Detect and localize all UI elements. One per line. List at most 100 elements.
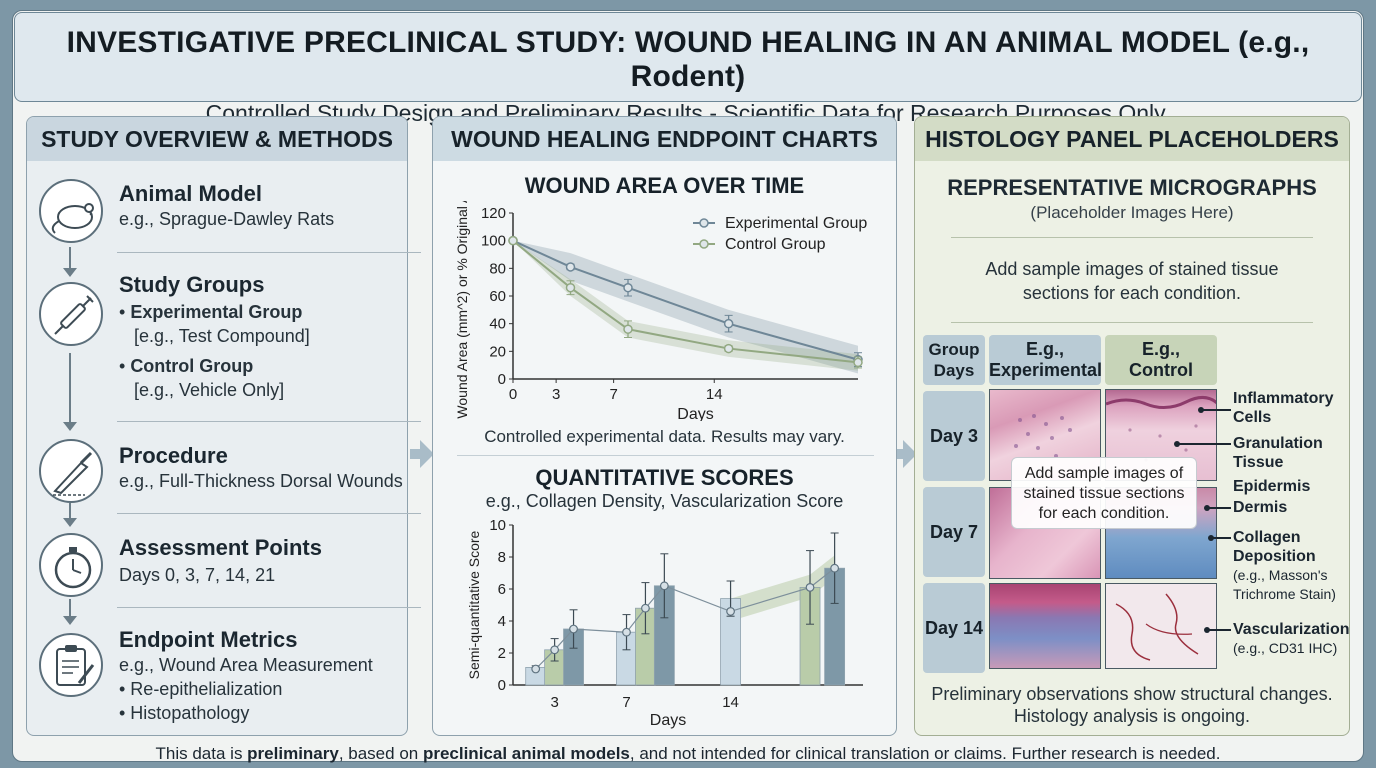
- x-tick-label: 7: [622, 694, 630, 711]
- confidence-band-0: [513, 240, 858, 374]
- pointer-line: [1208, 535, 1231, 541]
- data-point: [723, 318, 734, 329]
- chart-caption: Controlled experimental data. Results ma…: [484, 427, 845, 446]
- y-tick-label: 100: [481, 233, 506, 250]
- histology-description: Add sample images of stained tissue sect…: [915, 257, 1349, 305]
- col-label: Group: [928, 340, 980, 359]
- pointer-line: [1198, 407, 1231, 413]
- label-epidermis: Epidermis: [1233, 478, 1311, 495]
- trend-point: [550, 645, 560, 655]
- obs-line: Preliminary observations show structural…: [931, 684, 1333, 704]
- trend-point: [641, 603, 650, 613]
- y-tick-label: 40: [489, 316, 506, 333]
- y-axis-label: Semi-quantitative Score: [466, 530, 482, 679]
- trend-point: [569, 624, 578, 634]
- trend-point: [659, 581, 669, 591]
- divider: [117, 421, 421, 422]
- pointer-line: [1204, 627, 1231, 633]
- divider: [951, 322, 1313, 323]
- experimental-group-bullet: • Experimental Group: [119, 302, 303, 322]
- micrograph-exp-day14: [989, 583, 1101, 669]
- placeholder-note: (Placeholder Images Here): [1030, 203, 1234, 222]
- study-overview-panel: STUDY OVERVIEW & METHODS Animal Model e.…: [26, 116, 421, 736]
- divider: [117, 607, 421, 608]
- y-axis-label: Wound Area (mm^2) or % Original Area: [454, 201, 470, 419]
- pointer-line: [1204, 505, 1231, 511]
- syringe-icon: [39, 282, 103, 346]
- y-tick-label: 20: [489, 343, 506, 360]
- legend-label-1: Control Group: [725, 236, 826, 253]
- quantitative-scores-chart-svg: 0 2 4 6 8 10 3 7 14 Days Semi-quantitative Score: [466, 517, 863, 729]
- page-title: INVESTIGATIVE PRECLINICAL STUDY: WOUND H…: [66, 26, 1310, 93]
- step-title: Study Groups: [119, 272, 265, 297]
- divider: [457, 455, 874, 456]
- header-group-days: Group Days: [923, 335, 985, 385]
- x-tick-label: 14: [706, 386, 723, 403]
- step-title: Assessment Points: [119, 535, 322, 560]
- col-label: E.g.,: [1141, 339, 1180, 359]
- confidence-band-1: [513, 240, 858, 371]
- overlay-line: Add sample images of: [1024, 465, 1184, 482]
- y-tick-label: 0: [498, 677, 506, 694]
- y-tick-label: 120: [481, 205, 506, 222]
- pointer-line: [1174, 441, 1231, 447]
- bar-chart-subtitle: e.g., Collagen Density, Vascularization …: [485, 491, 844, 511]
- row-day-3: Day 3: [923, 391, 985, 481]
- step-text: e.g., Sprague-Dawley Rats: [119, 209, 335, 229]
- legend-marker-1: [699, 239, 709, 249]
- charts-panel: WOUND HEALING ENDPOINT CHARTS WOUND AREA…: [432, 116, 897, 736]
- divider: [951, 237, 1313, 238]
- panel-heading: HISTOLOGY PANEL PLACEHOLDERS: [915, 117, 1349, 161]
- x-tick-label: 7: [609, 386, 617, 403]
- observations-text: Preliminary observations show structural…: [915, 683, 1349, 727]
- step-title: Procedure: [119, 443, 228, 468]
- label-dermis: Dermis: [1233, 499, 1288, 516]
- data-point: [565, 282, 576, 293]
- quantitative-scores-chart: 0 2 4 6 8 10 3 7 14 Days Semi-quantitative Score: [433, 515, 898, 738]
- endpoint-item: • Histopathology: [119, 703, 250, 723]
- data-point: [853, 357, 863, 368]
- x-tick-label: 3: [552, 386, 560, 403]
- trend-band: [730, 555, 835, 621]
- label-inflammatory-cells: Inflammatory Cells: [1233, 390, 1334, 426]
- data-point: [508, 235, 518, 246]
- down-arrow-icon: [63, 599, 77, 625]
- obs-line: Histology analysis is ongoing.: [1013, 706, 1251, 726]
- desc-line: sections for each condition.: [1022, 283, 1242, 303]
- x-axis-label: Days: [650, 712, 686, 729]
- y-tick-label: 4: [498, 613, 506, 630]
- down-arrow-icon: [63, 353, 77, 431]
- trend-point: [726, 606, 735, 616]
- y-tick-label: 80: [489, 260, 506, 277]
- x-tick-label: 3: [550, 694, 558, 711]
- step-text: [e.g., Test Compound]: [134, 326, 310, 346]
- y-tick-label: 8: [498, 549, 506, 566]
- stopwatch-icon: [39, 533, 103, 597]
- line-chart-title: WOUND AREA OVER TIME: [524, 173, 805, 198]
- down-arrow-icon: [63, 247, 77, 277]
- step-text: e.g., Full-Thickness Dorsal Wounds: [119, 471, 403, 491]
- rat-icon: [39, 179, 103, 243]
- divider: [117, 513, 421, 514]
- right-arrow-icon: [410, 440, 434, 468]
- right-arrow-icon: [893, 440, 917, 468]
- trend-point: [531, 664, 541, 674]
- y-tick-label: 60: [489, 288, 506, 305]
- down-arrow-icon: [63, 503, 77, 527]
- histology-panel: HISTOLOGY PANEL PLACEHOLDERS REPRESENTAT…: [914, 116, 1350, 736]
- step-title: Animal Model: [119, 181, 263, 206]
- y-tick-label: 6: [498, 581, 506, 598]
- footer-disclaimer: This data is preliminary, based on precl…: [155, 744, 1221, 763]
- bar-chart-title: QUANTITATIVE SCORES: [535, 465, 794, 490]
- step-text: [e.g., Vehicle Only]: [134, 380, 285, 400]
- panel-heading: WOUND HEALING ENDPOINT CHARTS: [433, 117, 896, 161]
- overlay-note: Add sample images of stained tissue sect…: [1011, 457, 1197, 529]
- desc-line: Add sample images of stained tissue: [985, 259, 1279, 279]
- clipboard-icon: [39, 633, 103, 697]
- data-point: [623, 324, 633, 334]
- x-tick-label: 14: [722, 694, 739, 711]
- trend-point: [805, 582, 815, 592]
- label-vascularization: Vascularization (e.g., CD31 IHC): [1233, 621, 1350, 656]
- endpoint-item: • Re-epithelialization: [119, 679, 283, 699]
- y-tick-label: 10: [489, 517, 506, 534]
